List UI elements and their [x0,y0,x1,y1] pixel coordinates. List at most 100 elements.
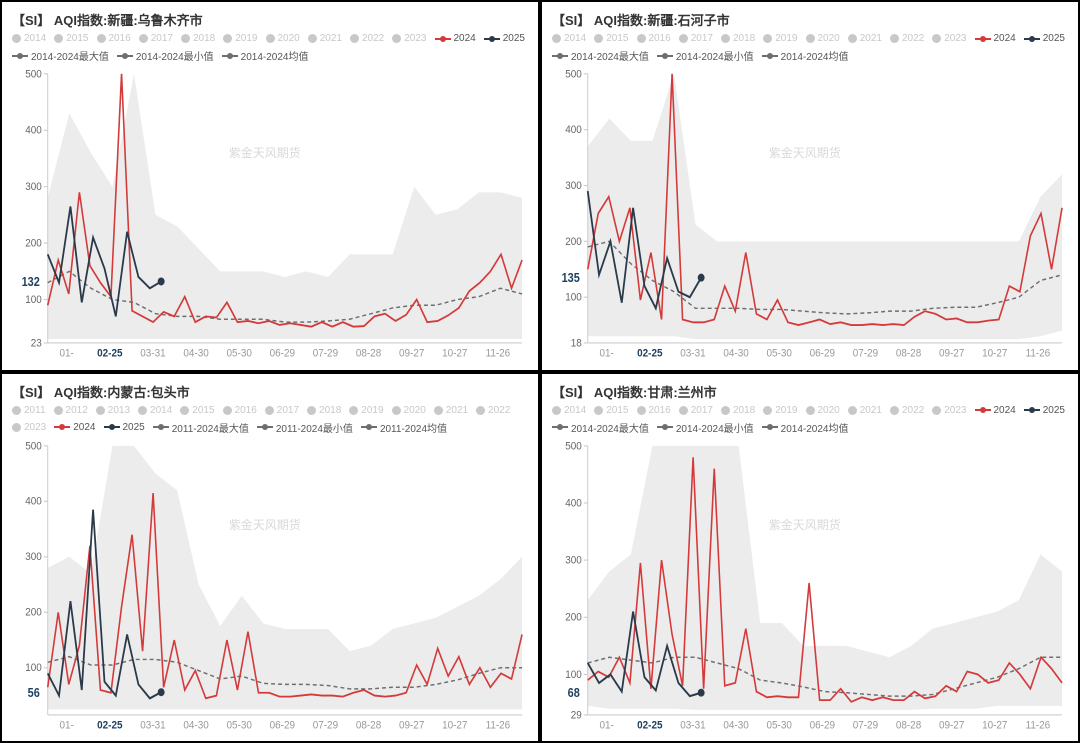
legend-item-inactive[interactable]: 2013 [96,405,130,416]
legend-item-inactive[interactable]: 2015 [54,33,88,44]
legend-item-inactive[interactable]: 2019 [763,405,797,416]
x-tick-label: 07-29 [313,347,338,360]
legend-label: 2014-2024最大值 [31,48,109,63]
y-tick-label: 100 [25,293,42,306]
legend-label: 2023 [404,33,426,44]
x-tick-label: 09-27 [939,719,964,732]
legend-item-inactive[interactable]: 2015 [594,405,628,416]
legend-item-active[interactable]: 2025 [104,422,145,433]
legend-item-active[interactable]: 2014-2024最大值 [552,420,649,435]
legend-item-inactive[interactable]: 2014 [138,405,172,416]
legend-item-active[interactable]: 2011-2024最小值 [257,420,353,435]
legend-label: 2025 [123,422,145,433]
legend-item-inactive[interactable]: 2017 [139,33,173,44]
legend-label: 2014-2024最大值 [571,420,649,435]
legend-item-active[interactable]: 2025 [484,33,525,44]
current-value-label: 135 [562,272,581,286]
legend-item-inactive[interactable]: 2020 [806,405,840,416]
legend-swatch [181,34,190,43]
legend-item-inactive[interactable]: 2017 [679,33,713,44]
legend-item-active[interactable]: 2025 [1024,405,1065,416]
legend-item-active[interactable]: 2011-2024均值 [361,420,447,435]
legend-item-inactive[interactable]: 2012 [54,405,88,416]
legend-swatch [975,38,991,40]
legend-swatch [721,406,730,415]
legend-item-inactive[interactable]: 2020 [806,33,840,44]
legend-item-inactive[interactable]: 2022 [890,33,924,44]
legend-item-inactive[interactable]: 2017 [265,405,299,416]
legend-item-active[interactable]: 2014-2024均值 [762,420,849,435]
legend-label: 2014 [24,33,46,44]
legend-item-inactive[interactable]: 2017 [679,405,713,416]
x-tick-label: 08-28 [896,347,921,360]
legend-label: 2017 [151,33,173,44]
legend-label: 2021 [320,33,342,44]
legend-item-inactive[interactable]: 2021 [848,405,882,416]
legend-item-active[interactable]: 2014-2024最小值 [657,48,754,63]
legend-item-active[interactable]: 2014-2024最小值 [117,48,214,63]
legend-item-inactive[interactable]: 2018 [181,33,215,44]
legend-item-active[interactable]: 2024 [975,33,1016,44]
legend-swatch [361,426,377,428]
legend-item-inactive[interactable]: 2016 [97,33,131,44]
legend-item-inactive[interactable]: 2018 [307,405,341,416]
legend-item-inactive[interactable]: 2015 [594,33,628,44]
legend-item-inactive[interactable]: 2018 [721,33,755,44]
legend-swatch [104,426,120,428]
legend-item-inactive[interactable]: 2023 [12,422,46,433]
legend-label: 2014-2024均值 [781,48,849,63]
legend-label: 2022 [902,405,924,416]
legend-item-inactive[interactable]: 2019 [763,33,797,44]
legend-item-inactive[interactable]: 2014 [12,33,46,44]
legend-item-inactive[interactable]: 2015 [180,405,214,416]
y-tick-label: 500 [565,68,582,81]
chart-svg: 10020030040050001-02-2503-3104-3005-3006… [12,439,528,736]
legend-item-active[interactable]: 2024 [54,422,95,433]
x-tick-label: 04-30 [723,347,748,360]
legend-item-inactive[interactable]: 2022 [350,33,384,44]
legend-swatch [54,34,63,43]
chart-title: 【SI】 AQI指数:甘肃:兰州市 [552,382,1068,401]
legend-item-inactive[interactable]: 2019 [223,33,257,44]
legend-swatch [435,38,451,40]
legend-swatch [763,406,772,415]
legend-item-inactive[interactable]: 2020 [266,33,300,44]
legend-item-active[interactable]: 2014-2024最小值 [657,420,754,435]
legend-item-inactive[interactable]: 2021 [308,33,342,44]
legend-item-inactive[interactable]: 2023 [392,33,426,44]
legend-item-inactive[interactable]: 2014 [552,33,586,44]
legend-item-inactive[interactable]: 2020 [392,405,426,416]
legend-item-inactive[interactable]: 2014 [552,405,586,416]
legend-item-inactive[interactable]: 2022 [476,405,510,416]
chart-svg: 2310020030040050001-02-2503-3104-3005-30… [12,67,528,364]
legend-label: 2025 [1043,405,1065,416]
y-tick-label: 500 [25,439,42,452]
legend-item-inactive[interactable]: 2011 [12,405,46,416]
legend-item-inactive[interactable]: 2019 [349,405,383,416]
legend-label: 2016 [649,405,671,416]
legend-label: 2011-2024最小值 [276,420,353,435]
legend-item-active[interactable]: 2014-2024均值 [222,48,309,63]
legend-item-inactive[interactable]: 2023 [932,405,966,416]
legend-item-inactive[interactable]: 2016 [637,405,671,416]
legend-item-active[interactable]: 2014-2024最大值 [552,48,649,63]
legend-item-active[interactable]: 2014-2024最大值 [12,48,109,63]
y-tick-label: 29 [571,708,582,721]
legend-item-inactive[interactable]: 2016 [637,33,671,44]
legend-swatch [434,406,443,415]
legend-swatch [806,34,815,43]
legend-item-inactive[interactable]: 2022 [890,405,924,416]
legend-item-active[interactable]: 2024 [975,405,1016,416]
chart-area: 紫金天风期货1810020030040050001-02-2503-3104-3… [552,67,1068,364]
legend-item-inactive[interactable]: 2023 [932,33,966,44]
legend-item-active[interactable]: 2024 [435,33,476,44]
legend-label: 2014 [564,405,586,416]
legend-item-active[interactable]: 2014-2024均值 [762,48,849,63]
legend-label: 2014-2024最小值 [136,48,214,63]
legend-item-active[interactable]: 2011-2024最大值 [153,420,249,435]
legend-item-inactive[interactable]: 2021 [848,33,882,44]
legend-item-inactive[interactable]: 2016 [223,405,257,416]
legend-item-inactive[interactable]: 2021 [434,405,468,416]
legend-item-active[interactable]: 2025 [1024,33,1065,44]
legend-item-inactive[interactable]: 2018 [721,405,755,416]
